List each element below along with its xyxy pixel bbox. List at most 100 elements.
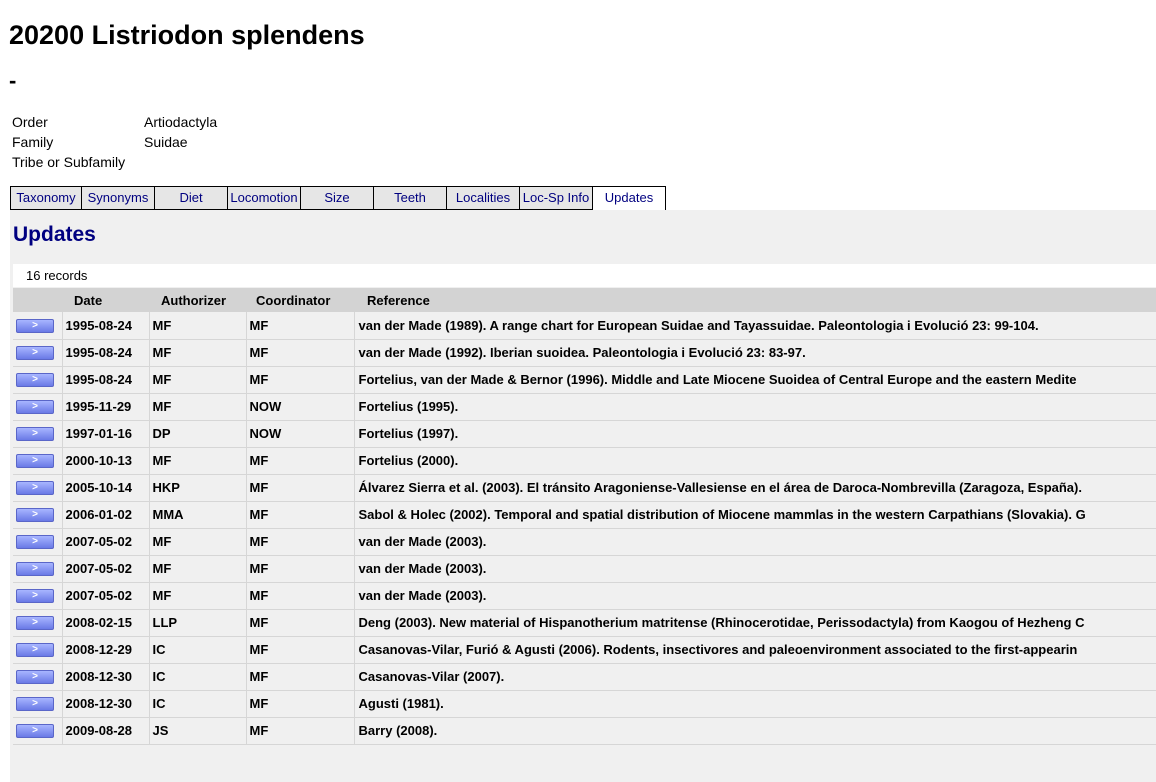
open-record-button[interactable]: > <box>16 589 54 604</box>
record-count: 16 records <box>13 264 1156 287</box>
coordinator-cell: MF <box>246 339 355 367</box>
date-cell: 2000-10-13 <box>62 447 150 475</box>
updates-table-body: >1995-08-24 MF MF van der Made (1989). A ra… <box>13 312 1156 745</box>
reference-cell: van der Made (1989). A range chart for E… <box>354 312 1156 340</box>
reference-cell: Fortelius (2000). <box>354 447 1156 475</box>
taxonomy-value: Suidae <box>144 134 188 150</box>
coordinator-cell: MF <box>246 501 355 529</box>
authorizer-cell: MF <box>149 312 247 340</box>
table-row: >2008-12-29 IC MF Casanovas-Vilar, Furió & … <box>13 636 1156 664</box>
open-record-button[interactable]: > <box>16 319 54 334</box>
taxonomy-label: Family <box>12 134 54 150</box>
row-action-cell: > <box>13 474 63 502</box>
updates-table-container: Date Authorizer Coordinator Reference >1… <box>13 288 1156 745</box>
table-row: >2005-10-14 HKP MF Álvarez Sierra et al. (2… <box>13 474 1156 502</box>
authorizer-cell: MF <box>149 555 247 583</box>
table-row: >2007-05-02 MF MF van der Made (2003). <box>13 528 1156 556</box>
row-action-cell: > <box>13 420 63 448</box>
taxonomy-row-order: Order Artiodactyla <box>10 112 219 132</box>
updates-panel: Updates 16 records Date Authorizer Coord… <box>10 210 1156 782</box>
date-cell: 1995-08-24 <box>62 312 150 340</box>
tab-size[interactable]: Size <box>301 186 374 210</box>
date-cell: 1995-11-29 <box>62 393 150 421</box>
authorizer-cell: MF <box>149 528 247 556</box>
coordinator-cell: MF <box>246 717 355 745</box>
tab-updates[interactable]: Updates <box>593 186 666 210</box>
tab-teeth[interactable]: Teeth <box>374 186 447 210</box>
tab-diet[interactable]: Diet <box>155 186 228 210</box>
taxonomy-value: Artiodactyla <box>144 114 218 130</box>
column-header-reference: Reference <box>354 288 1156 312</box>
table-row: >2008-12-30 IC MF Casanovas-Vilar (2007). <box>13 663 1156 691</box>
open-record-button[interactable]: > <box>16 400 54 415</box>
reference-cell: Barry (2008). <box>354 717 1156 745</box>
taxonomy-summary: Order Artiodactyla Family Suidae Tribe o… <box>10 112 219 172</box>
taxonomy-row-family: Family Suidae <box>10 132 219 152</box>
row-action-cell: > <box>13 717 63 745</box>
row-action-cell: > <box>13 555 63 583</box>
row-action-cell: > <box>13 609 63 637</box>
open-record-button[interactable]: > <box>16 670 54 685</box>
table-row: >2008-02-15 LLP MF Deng (2003). New materia… <box>13 609 1156 637</box>
authorizer-cell: MMA <box>149 501 247 529</box>
table-row: >2007-05-02 MF MF van der Made (2003). <box>13 555 1156 583</box>
open-record-button[interactable]: > <box>16 454 54 469</box>
date-cell: 2007-05-02 <box>62 528 150 556</box>
tab-loc-sp-info[interactable]: Loc-Sp Info <box>520 186 593 210</box>
table-row: >1995-08-24 MF MF Fortelius, van der Made &… <box>13 366 1156 394</box>
row-action-cell: > <box>13 582 63 610</box>
date-cell: 2007-05-02 <box>62 582 150 610</box>
date-cell: 2006-01-02 <box>62 501 150 529</box>
coordinator-cell: MF <box>246 663 355 691</box>
coordinator-cell: MF <box>246 555 355 583</box>
date-cell: 2009-08-28 <box>62 717 150 745</box>
tab-synonyms[interactable]: Synonyms <box>82 186 155 210</box>
open-record-button[interactable]: > <box>16 535 54 550</box>
authorizer-cell: MF <box>149 393 247 421</box>
column-header-date: Date <box>62 288 149 312</box>
coordinator-cell: MF <box>246 609 355 637</box>
table-header-row: Date Authorizer Coordinator Reference <box>13 288 1156 312</box>
authorizer-cell: LLP <box>149 609 247 637</box>
coordinator-cell: NOW <box>246 393 355 421</box>
authorizer-cell: DP <box>149 420 247 448</box>
authorizer-cell: MF <box>149 582 247 610</box>
open-record-button[interactable]: > <box>16 562 54 577</box>
column-header-authorizer: Authorizer <box>149 288 246 312</box>
row-action-cell: > <box>13 393 63 421</box>
open-record-button[interactable]: > <box>16 373 54 388</box>
tab-locomotion[interactable]: Locomotion <box>228 186 301 210</box>
page-title: 20200 Listriodon splendens <box>9 20 365 50</box>
column-header-coordinator: Coordinator <box>246 288 354 312</box>
open-record-button[interactable]: > <box>16 724 54 739</box>
table-row: >2008-12-30 IC MF Agusti (1981). <box>13 690 1156 718</box>
date-cell: 2007-05-02 <box>62 555 150 583</box>
reference-cell: Fortelius, van der Made & Bernor (1996).… <box>354 366 1156 394</box>
authorizer-cell: IC <box>149 663 247 691</box>
taxonomy-value <box>142 152 219 172</box>
column-header-action <box>13 288 62 312</box>
row-action-cell: > <box>13 339 63 367</box>
date-cell: 2008-02-15 <box>62 609 150 637</box>
open-record-button[interactable]: > <box>16 643 54 658</box>
date-cell: 2008-12-30 <box>62 690 150 718</box>
date-cell: 1997-01-16 <box>62 420 150 448</box>
coordinator-cell: MF <box>246 447 355 475</box>
tab-localities[interactable]: Localities <box>447 186 520 210</box>
open-record-button[interactable]: > <box>16 427 54 442</box>
open-record-button[interactable]: > <box>16 346 54 361</box>
reference-cell: Agusti (1981). <box>354 690 1156 718</box>
open-record-button[interactable]: > <box>16 508 54 523</box>
table-row: >2000-10-13 MF MF Fortelius (2000). <box>13 447 1156 475</box>
table-row: >2009-08-28 JS MF Barry (2008). <box>13 717 1156 745</box>
table-row: >2007-05-02 MF MF van der Made (2003). <box>13 582 1156 610</box>
tab-taxonomy[interactable]: Taxonomy <box>10 186 82 210</box>
row-action-cell: > <box>13 663 63 691</box>
authorizer-cell: IC <box>149 690 247 718</box>
row-action-cell: > <box>13 501 63 529</box>
open-record-button[interactable]: > <box>16 616 54 631</box>
row-action-cell: > <box>13 690 63 718</box>
reference-cell: Sabol & Holec (2002). Temporal and spati… <box>354 501 1156 529</box>
open-record-button[interactable]: > <box>16 481 54 496</box>
open-record-button[interactable]: > <box>16 697 54 712</box>
